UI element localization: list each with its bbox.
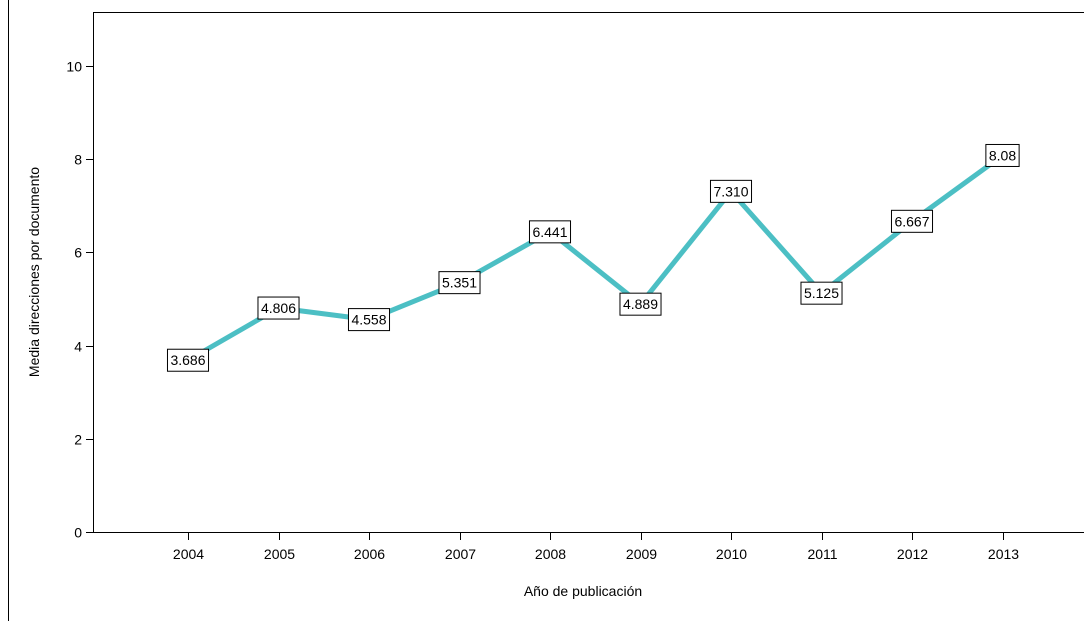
x-tick-label: 2009 [626, 546, 657, 562]
x-tick-label: 2011 [807, 546, 837, 562]
data-label-text: 6.441 [532, 224, 567, 240]
x-tick-label: 2010 [716, 546, 747, 562]
data-label-box [257, 296, 300, 320]
x-tick-label: 2007 [445, 546, 476, 562]
data-label-text: 4.889 [623, 296, 658, 312]
y-tick-label: 2 [74, 432, 82, 448]
y-tick-label: 6 [74, 245, 82, 261]
data-label-box [619, 292, 662, 316]
data-label-box [438, 271, 481, 295]
y-axis-ticks: 0 2 4 6 8 10 [66, 59, 94, 541]
data-label: 4.889 [619, 292, 662, 316]
data-label-box [985, 143, 1020, 167]
x-tick-label: 2008 [535, 546, 566, 562]
data-label-text: 4.558 [351, 312, 386, 328]
series-line [185, 152, 1005, 363]
data-label-text: 4.806 [261, 300, 296, 316]
data-label-box [166, 348, 210, 372]
x-tick-label: 2006 [354, 546, 385, 562]
data-label-box [890, 209, 934, 233]
data-label: 6.667 [890, 209, 934, 233]
data-label: 7.310 [709, 179, 753, 203]
data-label: 8.08 [985, 143, 1020, 167]
x-tick-label: 2013 [988, 546, 1019, 562]
x-tick-label: 2004 [173, 546, 204, 562]
data-label-text: 5.351 [442, 275, 477, 291]
data-label: 4.806 [257, 296, 300, 320]
data-label-text: 7.310 [713, 183, 748, 199]
data-label: 4.558 [347, 308, 391, 332]
data-label-text: 8.08 [989, 147, 1016, 163]
y-tick-label: 0 [74, 525, 82, 541]
data-label-text: 3.686 [170, 352, 205, 368]
data-label-box [709, 179, 753, 203]
y-tick-label: 4 [74, 339, 82, 355]
y-tick-label: 8 [74, 152, 82, 168]
x-axis-ticks: 2004 2005 2006 2007 2008 2009 2010 2011 2012 2013 [173, 532, 1019, 562]
data-label: 6.441 [528, 220, 572, 244]
y-tick-label: 10 [66, 59, 82, 75]
x-tick-label: 2012 [897, 546, 928, 562]
data-label: 5.125 [800, 281, 843, 305]
x-axis-title: Año de publicación [524, 583, 642, 599]
data-label-box [528, 220, 572, 244]
y-axis-title: Media direcciones por documento [26, 167, 42, 377]
data-label-text: 5.125 [804, 285, 839, 301]
data-label-box [800, 281, 843, 305]
data-labels: 3.686 4.806 4.558 5.351 6.441 4.889 7.310 5.125… [166, 143, 1020, 372]
x-tick-label: 2005 [264, 546, 295, 562]
data-label-text: 6.667 [894, 213, 929, 229]
data-label: 3.686 [166, 348, 210, 372]
data-label-box [347, 308, 391, 332]
data-label: 5.351 [438, 271, 481, 295]
